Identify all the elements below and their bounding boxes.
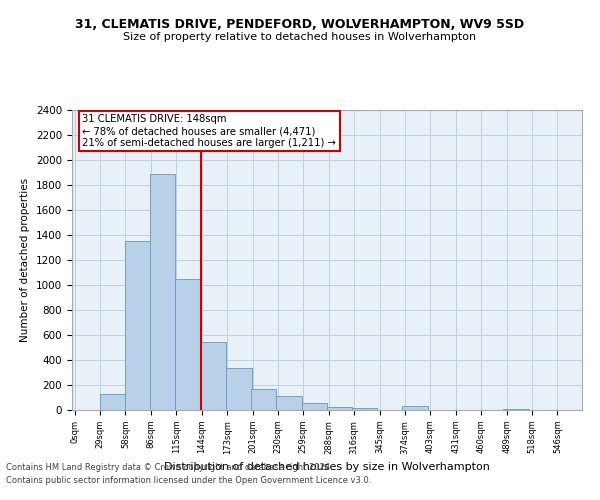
Bar [327, 407, 352, 410]
Y-axis label: Number of detached properties: Number of detached properties [20, 178, 31, 342]
Text: Contains HM Land Registry data © Crown copyright and database right 2024.: Contains HM Land Registry data © Crown c… [6, 462, 332, 471]
Text: Size of property relative to detached houses in Wolverhampton: Size of property relative to detached ho… [124, 32, 476, 42]
Bar [403, 406, 428, 410]
Bar [352, 408, 377, 410]
Bar [251, 389, 276, 410]
Text: 31 CLEMATIS DRIVE: 148sqm
← 78% of detached houses are smaller (4,471)
21% of se: 31 CLEMATIS DRIVE: 148sqm ← 78% of detac… [82, 114, 336, 148]
Text: Contains public sector information licensed under the Open Government Licence v3: Contains public sector information licen… [6, 476, 371, 485]
Bar [150, 174, 175, 410]
Bar [276, 396, 302, 410]
X-axis label: Distribution of detached houses by size in Wolverhampton: Distribution of detached houses by size … [164, 462, 490, 472]
Text: 31, CLEMATIS DRIVE, PENDEFORD, WOLVERHAMPTON, WV9 5SD: 31, CLEMATIS DRIVE, PENDEFORD, WOLVERHAM… [76, 18, 524, 30]
Bar [226, 368, 251, 410]
Bar [125, 242, 151, 410]
Bar [302, 402, 327, 410]
Bar [201, 342, 226, 410]
Bar [100, 394, 125, 410]
Bar [175, 280, 201, 410]
